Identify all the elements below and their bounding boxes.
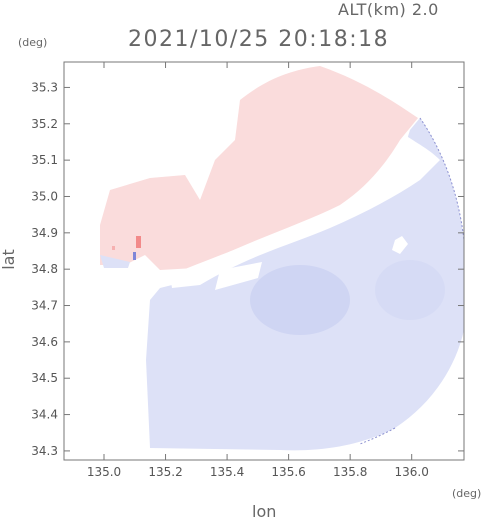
y-tick-label: 34.8 [31, 262, 58, 276]
y-tick-label: 35.1 [31, 153, 58, 167]
y-tick-label: 34.7 [31, 299, 58, 313]
y-tick-label: 34.6 [31, 335, 58, 349]
no-data-gap [392, 236, 408, 254]
y-tick-label: 34.9 [31, 226, 58, 240]
y-tick-label: 35.2 [31, 117, 58, 131]
no-data-gap [215, 262, 262, 290]
y-tick-label: 35.0 [31, 189, 58, 203]
strong-approaching-echo [133, 252, 136, 260]
x-tick-label: 135.6 [271, 465, 305, 479]
strong-receding-echo [112, 246, 115, 250]
y-tick-label: 34.3 [31, 444, 58, 458]
strong-receding-echo [136, 236, 141, 248]
y-tick-label: 35.3 [31, 80, 58, 94]
altitude-label: ALT(km) 2.0 [338, 0, 439, 19]
radar-range-edge [419, 117, 464, 241]
x-axis-label: lon [252, 502, 277, 521]
x-tick-label: 135.8 [333, 465, 367, 479]
plot-frame [63, 61, 465, 461]
doppler-field [100, 66, 464, 451]
receding-region [100, 66, 418, 270]
radar-range-edge [359, 427, 396, 445]
zero-velocity-band [170, 135, 440, 288]
approaching-core [375, 260, 445, 320]
y-tick-label: 34.4 [31, 408, 58, 422]
y-tick-label: 34.5 [31, 371, 58, 385]
x-tick-label: 135.4 [210, 465, 244, 479]
x-tick-label: 135.2 [148, 465, 182, 479]
x-tick-label: 135.0 [87, 465, 121, 479]
x-unit-label: (deg) [452, 487, 482, 500]
datetime-title: 2021/10/25 20:18:18 [128, 27, 390, 52]
axis-ticks: 135.0 135.2 135.4 135.6 135.8 136.0 34.3 34.4 34… [31, 62, 464, 479]
x-tick-label: 136.0 [395, 465, 429, 479]
approaching-core [250, 265, 350, 335]
y-unit-label: (deg) [18, 36, 48, 49]
approaching-lobe [100, 255, 130, 268]
